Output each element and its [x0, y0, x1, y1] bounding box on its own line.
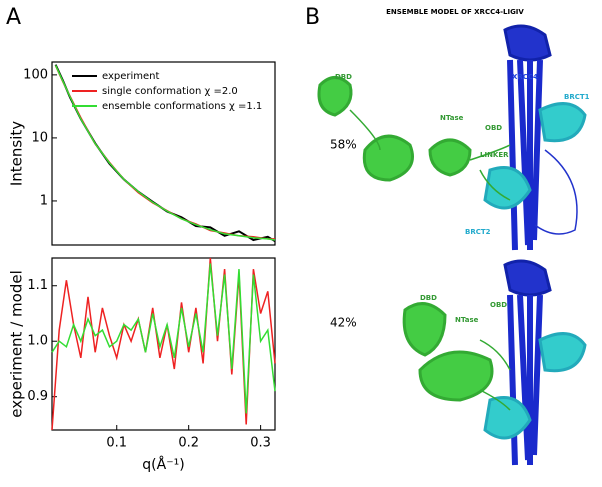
panel-label: A — [6, 5, 21, 30]
structure-1 — [317, 24, 587, 251]
x-axis-label: q(Å⁻¹) — [142, 456, 184, 473]
y-axis-label: Intensity — [8, 121, 26, 186]
y-tick-label: 0.9 — [27, 389, 48, 404]
structure-title: ENSEMBLE MODEL OF XRCC4-LIGIV — [386, 8, 524, 16]
data-line — [51, 257, 276, 431]
domain-label: XRCC4 — [512, 73, 538, 81]
legend-label: single conformation χ =2.0 — [102, 86, 238, 97]
y-tick-label: 1 — [40, 193, 48, 208]
structure-2 — [402, 259, 587, 466]
data-line — [51, 263, 276, 414]
legend-label: experiment — [102, 71, 160, 82]
x-tick-label: 0.2 — [178, 436, 199, 451]
plot-frame — [51, 257, 276, 431]
domain-label: LINKER — [480, 151, 509, 159]
domain-label: NTase — [455, 316, 479, 324]
domain-label: DBD — [420, 294, 437, 302]
x-tick-label: 0.3 — [250, 436, 271, 451]
y-tick-label: 1.1 — [27, 278, 48, 293]
y-tick-label: 10 — [31, 130, 48, 145]
domain-label: DBD — [335, 73, 352, 81]
x-tick-label: 0.1 — [106, 436, 127, 451]
domain-label: OBD — [485, 124, 502, 132]
y-tick-label: 1.0 — [27, 334, 48, 349]
y-tick-label: 100 — [23, 67, 48, 82]
share-label: 42% — [330, 316, 357, 330]
domain-label: NTase — [440, 114, 464, 122]
legend-label: ensemble conformations χ =1.1 — [102, 101, 262, 112]
domain-label: BRCT1 — [564, 93, 590, 101]
domain-label: OBD — [490, 301, 507, 309]
plot-frame — [51, 61, 276, 246]
share-label: 58% — [330, 138, 357, 152]
y-axis-label: experiment / model — [8, 270, 26, 417]
panel-label: B — [305, 5, 320, 30]
data-line — [54, 64, 276, 241]
domain-label: BRCT2 — [465, 228, 491, 236]
